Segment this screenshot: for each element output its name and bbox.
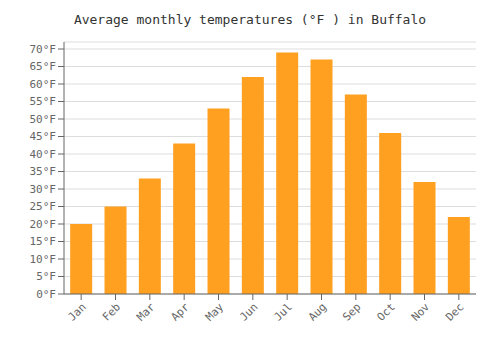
svg-text:45°F: 45°F <box>30 130 57 143</box>
svg-text:Nov: Nov <box>409 300 433 324</box>
svg-text:40°F: 40°F <box>30 148 57 161</box>
svg-text:Sep: Sep <box>340 300 363 323</box>
svg-text:Apr: Apr <box>169 300 193 324</box>
svg-text:20°F: 20°F <box>30 218 57 231</box>
svg-text:60°F: 60°F <box>30 78 57 91</box>
html-text:Average monthly temperatures (: Average monthly temperatures (°F ) in Bu… <box>73 12 427 27</box>
svg-text:50°F: 50°F <box>30 113 57 126</box>
svg-text:55°F: 55°F <box>30 95 57 108</box>
svg-text:35°F: 35°F <box>30 165 57 178</box>
svg-text:30°F: 30°F <box>30 183 57 196</box>
svg-text:Jun: Jun <box>237 300 260 323</box>
svg-text:15°F: 15°F <box>30 235 57 248</box>
svg-text:Feb: Feb <box>100 300 123 323</box>
svg-text:10°F: 10°F <box>30 253 57 266</box>
svg-text:5°F: 5°F <box>36 270 56 283</box>
svg-text:65°F: 65°F <box>30 60 57 73</box>
svg-text:May: May <box>203 300 227 324</box>
svg-text:Aug: Aug <box>306 300 329 323</box>
svg-text:Mar: Mar <box>134 300 158 324</box>
svg-text:70°F: 70°F <box>30 43 57 56</box>
svg-text:25°F: 25°F <box>30 200 57 213</box>
svg-text:0°F: 0°F <box>36 288 56 301</box>
svg-text:Jan: Jan <box>66 300 89 323</box>
svg-text:Jul: Jul <box>272 300 295 323</box>
svg-text:Dec: Dec <box>443 300 466 323</box>
svg-text:Oct: Oct <box>375 300 398 323</box>
